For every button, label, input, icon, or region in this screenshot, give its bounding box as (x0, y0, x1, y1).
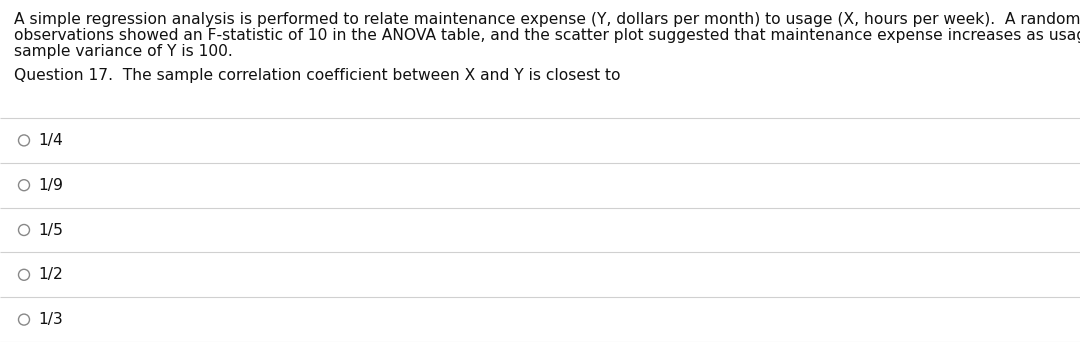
Text: A simple regression analysis is performed to relate maintenance expense (Y, doll: A simple regression analysis is performe… (14, 12, 1080, 27)
Circle shape (18, 314, 29, 325)
Text: sample variance of Y is 100.: sample variance of Y is 100. (14, 44, 233, 59)
Text: 1/4: 1/4 (38, 133, 63, 148)
Text: 1/5: 1/5 (38, 223, 63, 237)
Text: 1/9: 1/9 (38, 178, 63, 193)
Circle shape (18, 269, 29, 280)
Text: 1/3: 1/3 (38, 312, 63, 327)
Circle shape (18, 135, 29, 146)
Text: Question 17.  The sample correlation coefficient between X and Y is closest to: Question 17. The sample correlation coef… (14, 68, 621, 83)
Circle shape (18, 224, 29, 236)
Text: observations showed an F-statistic of 10 in the ANOVA table, and the scatter plo: observations showed an F-statistic of 10… (14, 28, 1080, 43)
Text: 1/2: 1/2 (38, 267, 63, 282)
Circle shape (18, 180, 29, 191)
